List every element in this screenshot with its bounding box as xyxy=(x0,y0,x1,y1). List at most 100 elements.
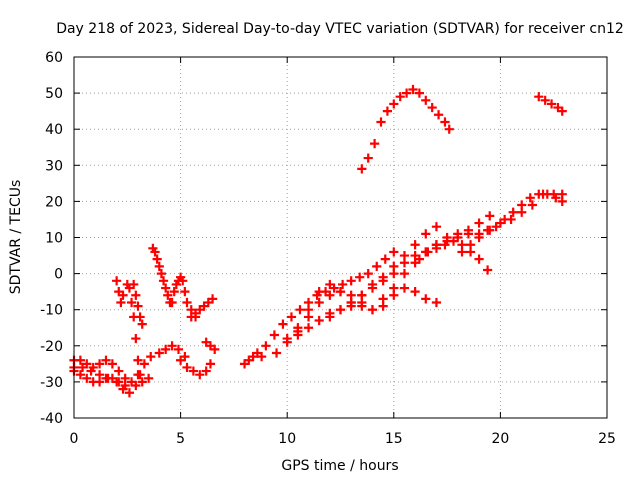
data-point xyxy=(410,240,420,250)
data-point xyxy=(182,362,192,373)
data-point xyxy=(557,106,567,116)
data-point xyxy=(114,366,124,376)
data-point xyxy=(370,139,380,149)
data-point xyxy=(367,283,378,293)
data-point xyxy=(195,305,205,315)
y-tick-label: 40 xyxy=(45,122,63,138)
data-point xyxy=(399,250,410,261)
data-point xyxy=(325,279,335,290)
data-point xyxy=(410,250,420,261)
data-point xyxy=(269,330,280,340)
data-point xyxy=(357,290,367,300)
data-point xyxy=(295,305,305,315)
data-point xyxy=(82,359,92,369)
data-point xyxy=(114,287,124,297)
data-point xyxy=(389,247,399,257)
y-tick-label: -10 xyxy=(40,303,63,319)
series-arc-s xyxy=(357,84,454,174)
data-point xyxy=(410,287,420,297)
x-tick-label: 5 xyxy=(176,431,185,447)
data-point xyxy=(154,261,164,271)
y-tick-label: -30 xyxy=(40,375,63,391)
data-point xyxy=(335,287,346,297)
data-point xyxy=(112,276,122,286)
data-point xyxy=(314,315,324,326)
data-point xyxy=(444,124,454,134)
series-arc-w xyxy=(534,92,567,116)
series-arc-h xyxy=(154,341,190,362)
data-point xyxy=(257,352,267,362)
data-point xyxy=(389,290,399,300)
data-point xyxy=(161,344,171,355)
y-tick-label: 50 xyxy=(45,86,63,102)
x-axis-label: GPS time / hours xyxy=(281,458,398,474)
data-point xyxy=(152,254,162,264)
data-point xyxy=(82,373,92,383)
data-point xyxy=(116,297,126,308)
y-tick-label: 0 xyxy=(54,267,63,283)
data-point xyxy=(205,341,216,351)
data-point xyxy=(376,117,386,127)
y-axis-label: SDTVAR / TECUs xyxy=(8,180,24,295)
y-tick-label: 60 xyxy=(45,50,63,66)
data-point xyxy=(338,279,348,290)
data-point xyxy=(303,305,314,315)
data-point xyxy=(144,373,154,383)
data-point xyxy=(271,348,282,358)
data-point xyxy=(389,99,399,109)
data-point xyxy=(380,254,390,264)
x-tick-label: 15 xyxy=(385,431,403,447)
data-point xyxy=(169,287,179,297)
data-point xyxy=(176,355,186,365)
data-point xyxy=(135,370,145,380)
data-point xyxy=(553,102,563,113)
data-point xyxy=(126,377,137,387)
data-point xyxy=(86,366,96,376)
data-point xyxy=(440,117,450,127)
data-point xyxy=(161,283,171,293)
data-point xyxy=(205,359,216,369)
data-point xyxy=(199,301,209,311)
data-point xyxy=(75,370,85,380)
series-arc-p xyxy=(282,211,495,344)
data-point xyxy=(491,222,501,232)
data-point xyxy=(248,352,258,362)
data-point xyxy=(463,229,474,239)
data-point xyxy=(485,225,495,235)
data-point xyxy=(546,99,557,109)
data-point xyxy=(94,359,105,369)
data-point xyxy=(534,92,544,102)
data-point xyxy=(378,301,388,311)
data-point xyxy=(483,265,493,275)
y-tick-label: 20 xyxy=(45,194,63,210)
axis-ticks: -40 -30 -20 -10 0 10 20 30 40 50 60 0 5 10 15 20 25 xyxy=(40,50,616,447)
data-point xyxy=(178,276,188,286)
data-point xyxy=(314,287,324,297)
data-point xyxy=(293,323,303,333)
data-point xyxy=(126,297,137,308)
data-point xyxy=(131,290,141,300)
data-point xyxy=(495,218,505,228)
data-point xyxy=(517,200,527,210)
data-point xyxy=(94,377,105,387)
series-arc-c xyxy=(69,362,154,398)
data-point xyxy=(517,207,527,217)
data-point xyxy=(457,240,467,250)
data-point xyxy=(382,106,393,116)
chart-title: Day 218 of 2023, Sidereal Day-to-day VTE… xyxy=(56,21,624,37)
y-tick-label: 10 xyxy=(45,231,63,247)
data-point xyxy=(431,297,442,308)
data-point xyxy=(389,261,399,271)
data-point xyxy=(363,153,373,163)
data-point xyxy=(180,287,190,297)
data-point xyxy=(203,297,213,308)
data-point xyxy=(363,269,373,279)
data-point xyxy=(448,236,459,246)
data-point xyxy=(124,283,135,293)
data-point xyxy=(252,348,262,358)
data-point xyxy=(167,297,177,308)
data-point xyxy=(112,377,122,387)
data-point xyxy=(201,337,211,347)
data-point xyxy=(421,95,431,105)
